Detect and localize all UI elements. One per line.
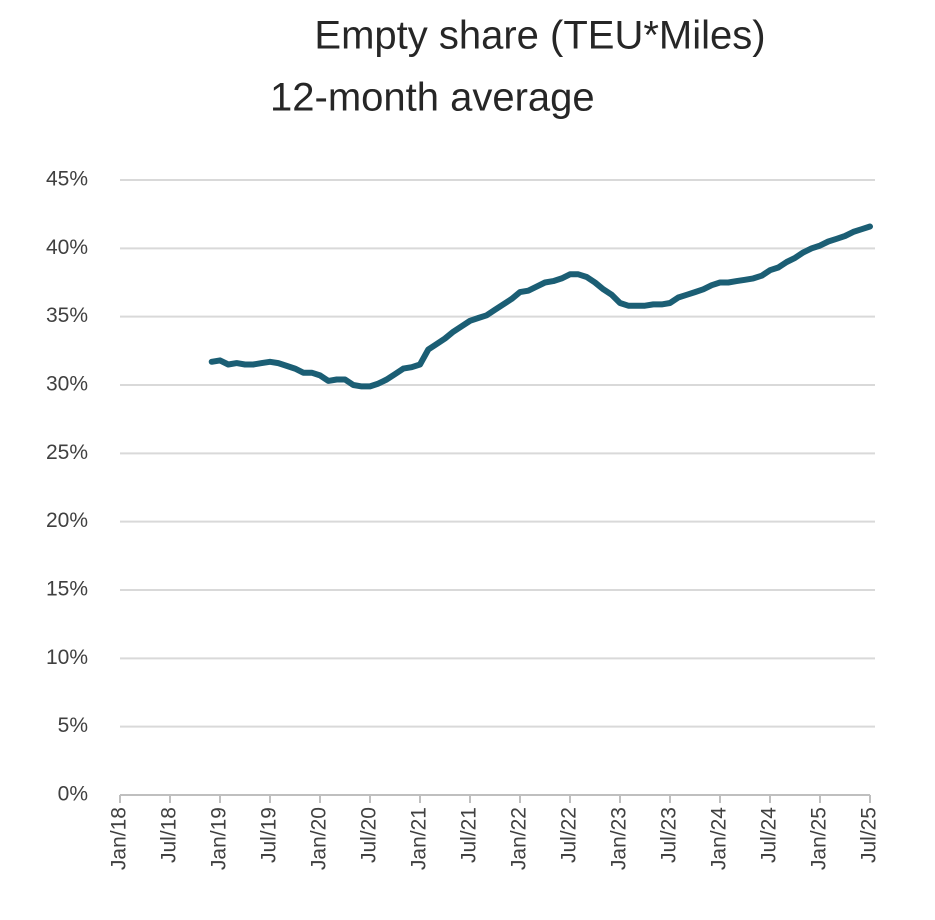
x-tick-label: Jan/22 — [508, 807, 531, 870]
x-tick-label: Jan/20 — [308, 807, 331, 870]
chart-title: Empty share (TEU*Miles) — [314, 14, 765, 58]
x-tick-label: Jul/19 — [258, 807, 281, 863]
x-tick-label: Jul/25 — [858, 807, 881, 863]
x-tick-label: Jan/18 — [108, 807, 131, 870]
y-tick-label: 5% — [58, 714, 88, 737]
y-tick-label: 25% — [46, 441, 88, 464]
y-tick-label: 40% — [46, 236, 88, 259]
y-tick-label: 20% — [46, 509, 88, 532]
y-tick-label: 45% — [46, 168, 88, 191]
x-tick-label: Jul/20 — [358, 807, 381, 863]
line — [208, 223, 873, 390]
x-tick-label: Jul/23 — [658, 807, 681, 863]
x-tick-label: Jan/21 — [408, 807, 431, 870]
y-tick-label: 10% — [46, 646, 88, 669]
x-tick-label: Jul/21 — [458, 807, 481, 863]
x-tick-label: Jul/18 — [158, 807, 181, 863]
chart-subtitle: 12-month average — [270, 76, 595, 120]
x-tick-label: Jan/23 — [608, 807, 631, 870]
x-tick-label: Jul/22 — [558, 807, 581, 863]
x-tick-label: Jan/19 — [208, 807, 231, 870]
x-tick-label: Jan/24 — [708, 807, 731, 870]
y-tick-label: 0% — [58, 783, 88, 806]
y-tick-label: 15% — [46, 578, 88, 601]
y-tick-label: 30% — [46, 373, 88, 396]
y-tick-label: 35% — [46, 304, 88, 327]
x-tick-label: Jul/24 — [758, 807, 781, 863]
x-tick-label: Jan/25 — [808, 807, 831, 870]
